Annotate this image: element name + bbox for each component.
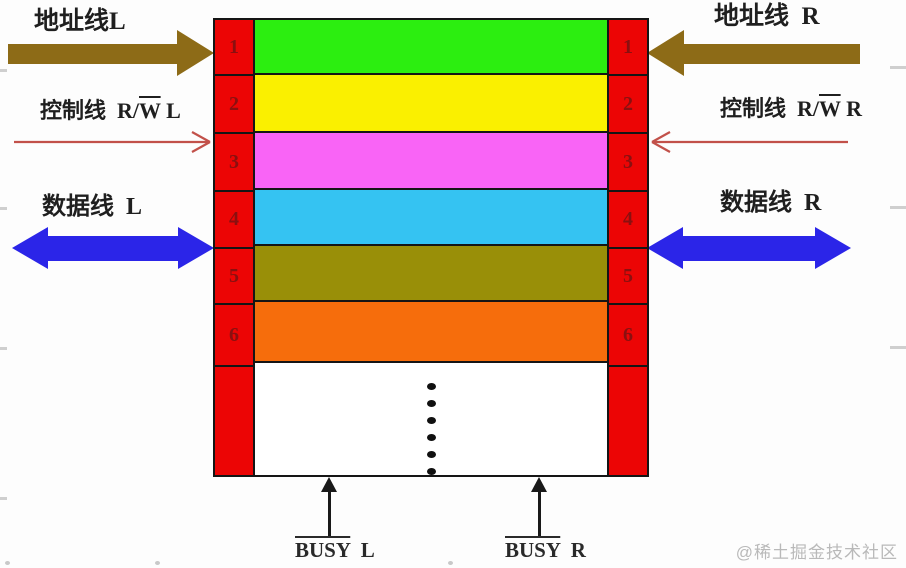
right-port-cell-3: 3: [609, 134, 647, 192]
address-line-left-label: 地址线L: [34, 8, 126, 35]
right-port-cell-5: 5: [609, 249, 647, 305]
data-line-right-label: 数据线 R: [720, 190, 822, 216]
memory-ellipsis-area: [255, 363, 607, 475]
watermark: @稀土掘金技术社区: [735, 543, 898, 562]
address-line-right-label: 地址线 R: [714, 3, 820, 30]
right-port-cell-6: 6: [609, 305, 647, 367]
left-port-cell-5: 5: [215, 249, 253, 305]
memory-rows: [253, 18, 609, 477]
memory-row-5: [255, 246, 607, 302]
edge-tick: [0, 207, 7, 210]
left-port-cell-4: 4: [215, 192, 253, 249]
memory-row-2: [255, 75, 607, 133]
busy-right-label: BUSY R: [505, 538, 586, 562]
left-port-cell-3: 3: [215, 134, 253, 192]
right-port-filler-cell: [609, 367, 647, 475]
ellipsis-dot: [426, 434, 436, 441]
right-port-cell-2: 2: [609, 76, 647, 134]
left-port-cell-6: 6: [215, 305, 253, 367]
right-port-cell-1: 1: [609, 20, 647, 76]
memory-row-3: [255, 132, 607, 191]
control-left-arrow: [14, 131, 211, 153]
busy-left-arrow-line: [328, 491, 331, 536]
edge-tick: [0, 347, 7, 350]
right-port-cell-4: 4: [609, 192, 647, 249]
data-left-arrow: [46, 236, 180, 261]
ellipsis-dot: [426, 400, 436, 407]
edge-dot: [448, 561, 453, 565]
memory-row-1: [255, 20, 607, 76]
left-port-cell-1: 1: [215, 20, 253, 76]
w-overline: W: [819, 96, 841, 121]
address-right-arrow: [682, 44, 860, 64]
w-overline: W: [139, 98, 161, 123]
memory-row-4: [255, 190, 607, 247]
edge-tick: [890, 206, 906, 209]
busy-left-arrowhead-icon: [321, 477, 337, 492]
ellipsis-dot: [426, 383, 436, 390]
address-left-arrowhead-icon: [177, 30, 214, 76]
edge-dot: [155, 561, 160, 565]
busy-right-arrowhead-icon: [531, 477, 547, 492]
ellipsis-dot: [426, 417, 436, 424]
edge-tick: [890, 66, 906, 69]
edge-tick: [890, 346, 906, 349]
busy-right-arrow-line: [538, 491, 541, 536]
data-line-left-label: 数据线 L: [42, 194, 143, 220]
control-right-arrow: [651, 131, 848, 153]
left-port-cell-2: 2: [215, 76, 253, 134]
data-right-arrowhead-left-icon: [647, 227, 683, 269]
address-right-arrowhead-icon: [647, 30, 684, 76]
edge-tick: [0, 69, 7, 72]
control-line-right-label: 控制线 R/W R: [720, 96, 863, 121]
busy-left-label: BUSY L: [295, 538, 375, 562]
ellipsis-dot: [426, 468, 436, 475]
left-port-filler-cell: [215, 367, 253, 475]
ellipsis-dot: [426, 451, 436, 458]
edge-dot: [5, 561, 10, 565]
data-right-arrow: [681, 236, 817, 261]
memory-row-6: [255, 301, 607, 363]
address-left-arrow: [8, 44, 180, 64]
data-left-arrowhead-left-icon: [12, 227, 48, 269]
control-line-left-label: 控制线 R/W L: [40, 98, 181, 123]
edge-tick: [0, 497, 7, 500]
data-right-arrowhead-right-icon: [815, 227, 851, 269]
data-left-arrowhead-right-icon: [178, 227, 214, 269]
